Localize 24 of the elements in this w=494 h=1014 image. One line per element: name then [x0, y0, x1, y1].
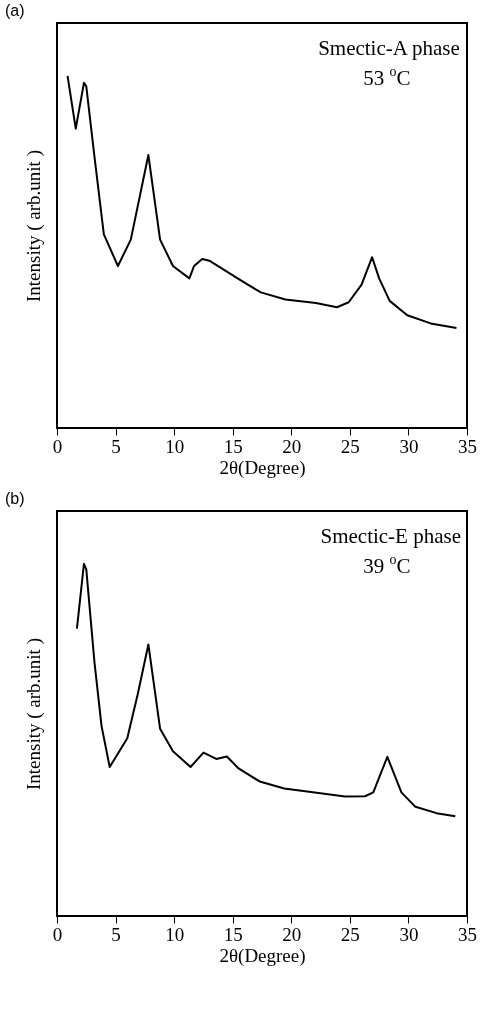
x-axis-title: 2θ(Degree): [219, 456, 306, 479]
x-tick-label: 10: [165, 435, 185, 457]
y-axis-title: Intensity ( arb.unit ): [22, 150, 45, 302]
x-tick-label: 0: [52, 435, 63, 457]
x-tick-label: 10: [165, 923, 185, 945]
y-axis-title: Intensity ( arb.unit ): [22, 638, 45, 790]
x-tick-label: 30: [399, 435, 419, 457]
x-tick-label: 0: [52, 923, 63, 945]
x-tick-label: 20: [282, 435, 302, 457]
x-tick-label: 30: [399, 923, 419, 945]
x-tick-label: 15: [223, 435, 243, 457]
chart-title: (b): [5, 490, 25, 507]
text: Smectic-E phase: [320, 524, 461, 548]
x-tick-label: 20: [282, 923, 302, 945]
x-tick-label: 25: [340, 923, 360, 945]
text: Smectic-A phase: [318, 36, 460, 60]
chart-title: (a): [5, 2, 25, 19]
x-axis-title: 2θ(Degree): [219, 944, 306, 967]
x-tick-label: 5: [111, 923, 121, 945]
x-tick-label: 15: [223, 923, 243, 945]
x-tick-label: 25: [340, 435, 360, 457]
x-tick-label: 35: [458, 435, 477, 457]
x-tick-label: 35: [458, 923, 477, 945]
x-tick-label: 5: [111, 435, 121, 457]
